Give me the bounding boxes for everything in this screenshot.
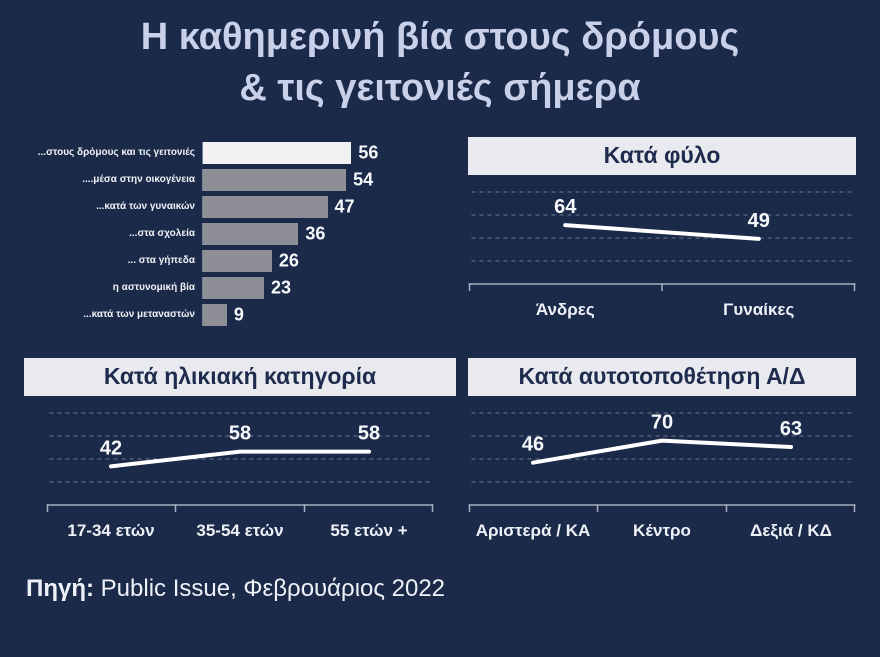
source-line: Πηγή: Public Issue, Φεβρουάριος 2022 — [26, 575, 880, 603]
bar — [203, 141, 352, 164]
page-title-line1: Η καθημερινή βία στους δρόμους — [140, 16, 740, 58]
bar-category-label: ...κατά των μεταναστών — [83, 309, 195, 321]
bar-category-label: ...κατά των γυναικών — [96, 201, 195, 213]
data-label: 42 — [100, 437, 122, 459]
bar-value-label: 56 — [358, 142, 379, 163]
bar-row: ...κατά των γυναικών 47 — [24, 195, 456, 219]
bar — [203, 303, 227, 326]
bar-category-label: η αστυνομική βία — [112, 282, 195, 294]
source-text: Public Issue, Φεβρουάριος 2022 — [94, 574, 446, 602]
line-chart-by-age: 42 58 58 17-34 ετών 35-54 ετών 55 ετών + — [46, 412, 434, 540]
category-label: Άνδρες — [536, 300, 595, 319]
bar-chart-violence-types: ...στους δρόμους και τις γειτονιές 56....… — [24, 137, 456, 327]
data-label: 58 — [229, 422, 251, 444]
page-title: Η καθημερινή βία στους δρόμους & τις γει… — [0, 0, 880, 115]
bar-value-label: 47 — [334, 196, 355, 217]
page-title-line2: & τις γειτονιές σήμερα — [239, 67, 641, 110]
bar-value-label: 26 — [278, 250, 299, 271]
bar — [203, 249, 272, 272]
source-label: Πηγή: — [26, 574, 94, 602]
data-label: 63 — [780, 418, 802, 440]
panel-violence-types: ...στους δρόμους και τις γειτονιές 56....… — [24, 137, 456, 332]
line-series — [109, 449, 371, 468]
bar-row: ....μέσα στην οικογένεια 54 — [24, 168, 456, 192]
data-label: 64 — [554, 196, 577, 218]
bar-row: η αστυνομική βία 23 — [24, 276, 456, 300]
bar-track: 26 — [202, 249, 362, 272]
data-label: 49 — [748, 210, 770, 232]
bar-value-label: 9 — [233, 304, 244, 325]
bar-category-label: ....μέσα στην οικογένεια — [82, 174, 195, 186]
bar-value-label: 54 — [353, 169, 374, 190]
bar-category-label: ...στα σχολεία — [129, 228, 195, 240]
category-label: Κέντρο — [633, 521, 691, 540]
chart-title-by-age: Κατά ηλικιακή κατηγορία — [24, 357, 456, 396]
line-series — [563, 222, 761, 241]
line-chart-by-gender: 64 49 Άνδρες Γυναίκες — [468, 191, 856, 319]
charts-grid: ...στους δρόμους και τις γειτονιές 56....… — [0, 115, 880, 553]
bar-row: ...στα σχολεία 36 — [24, 222, 456, 246]
bar-track: 9 — [202, 303, 362, 326]
chart-title-by-politics: Κατά αυτοτοποθέτηση Α/Δ — [468, 357, 856, 396]
bar-category-label: ...στους δρόμους και τις γειτονιές — [37, 147, 195, 159]
bar-track: 54 — [202, 168, 373, 191]
bar-value-label: 23 — [270, 277, 291, 298]
bar-track: 36 — [202, 222, 362, 245]
bar-value-label: 36 — [305, 223, 326, 244]
data-label: 46 — [522, 433, 544, 455]
category-label: Δεξιά / ΚΔ — [750, 521, 832, 540]
category-label: 17-34 ετών — [67, 521, 154, 540]
bar — [203, 222, 299, 245]
panel-by-politics: Κατά αυτοτοποθέτηση Α/Δ 46 70 63 Αριστερά /… — [468, 357, 856, 553]
chart-title-by-gender: Κατά φύλο — [468, 136, 856, 175]
bar — [203, 276, 264, 299]
bar-row: ... στα γήπεδα 26 — [24, 249, 456, 273]
bar — [203, 195, 328, 218]
bar-track: 56 — [202, 141, 378, 164]
bar-row: ...στους δρόμους και τις γειτονιές 56 — [24, 141, 456, 165]
category-label: Γυναίκες — [723, 300, 794, 319]
panel-by-age: Κατά ηλικιακή κατηγορία 42 58 58 17-34 ετών… — [24, 357, 456, 553]
panel-by-gender: Κατά φύλο 64 49 Άνδρες Γυναίκες — [468, 136, 856, 332]
bar-row: ...κατά των μεταναστών 9 — [24, 303, 456, 327]
data-label: 70 — [651, 411, 673, 433]
line-chart-by-politics: 46 70 63 Αριστερά / ΚΑ Κέντρο Δεξιά / ΚΔ — [468, 411, 856, 540]
category-label: 55 ετών + — [330, 521, 407, 540]
bar-track: 47 — [202, 195, 362, 218]
category-label: Αριστερά / ΚΑ — [476, 521, 591, 540]
bar-track: 23 — [202, 276, 362, 299]
bar — [203, 168, 347, 191]
data-label: 58 — [358, 422, 380, 444]
bar-category-label: ... στα γήπεδα — [127, 255, 195, 267]
line-series — [531, 438, 793, 465]
category-label: 35-54 ετών — [196, 521, 283, 540]
